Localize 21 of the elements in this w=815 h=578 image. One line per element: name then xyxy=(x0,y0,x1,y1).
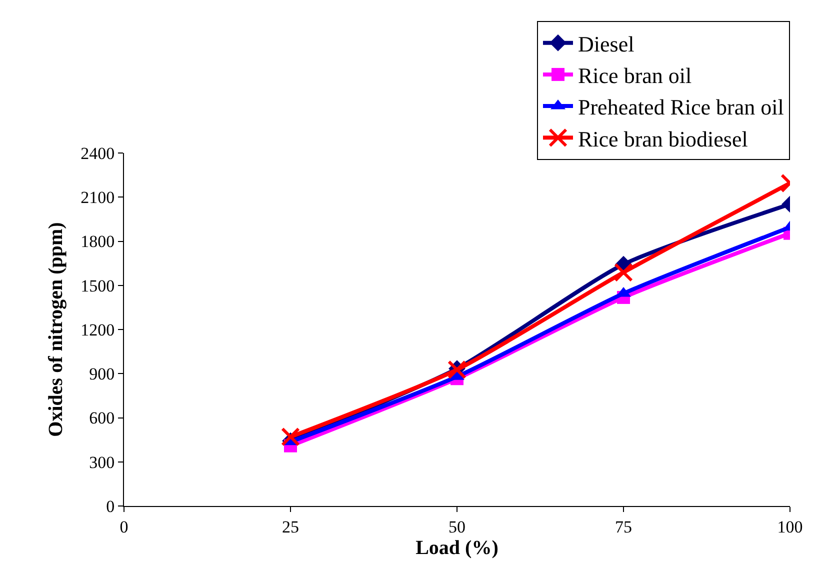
y-axis-title: Oxides of nitrogen (ppm) xyxy=(45,222,68,437)
x-axis-title: Load (%) xyxy=(416,536,498,559)
y-tick-label: 1800 xyxy=(80,232,115,252)
y-tick-label: 1200 xyxy=(80,320,115,340)
x-tick-label: 100 xyxy=(777,517,803,536)
y-tick-label: 900 xyxy=(89,364,115,384)
legend-label: Diesel xyxy=(578,31,634,56)
point xyxy=(281,427,300,446)
legend-label: Preheated Rice bran oil xyxy=(578,94,784,120)
x-tick-label: 25 xyxy=(282,517,299,536)
x-tick-label: 75 xyxy=(615,517,632,536)
y-tick-label: 1500 xyxy=(80,276,115,296)
legend-label: Rice bran oil xyxy=(578,63,692,88)
y-tick-label: 2100 xyxy=(80,188,115,208)
y-tick-label: 600 xyxy=(89,408,115,428)
y-tick-label: 300 xyxy=(89,452,115,472)
y-tick-label: 0 xyxy=(106,496,115,516)
x-tick-label: 50 xyxy=(448,517,466,536)
x-tick-label: 0 xyxy=(120,517,128,536)
legend-label: Rice bran biodiesel xyxy=(578,126,748,152)
y-tick-label: 2400 xyxy=(80,144,115,163)
